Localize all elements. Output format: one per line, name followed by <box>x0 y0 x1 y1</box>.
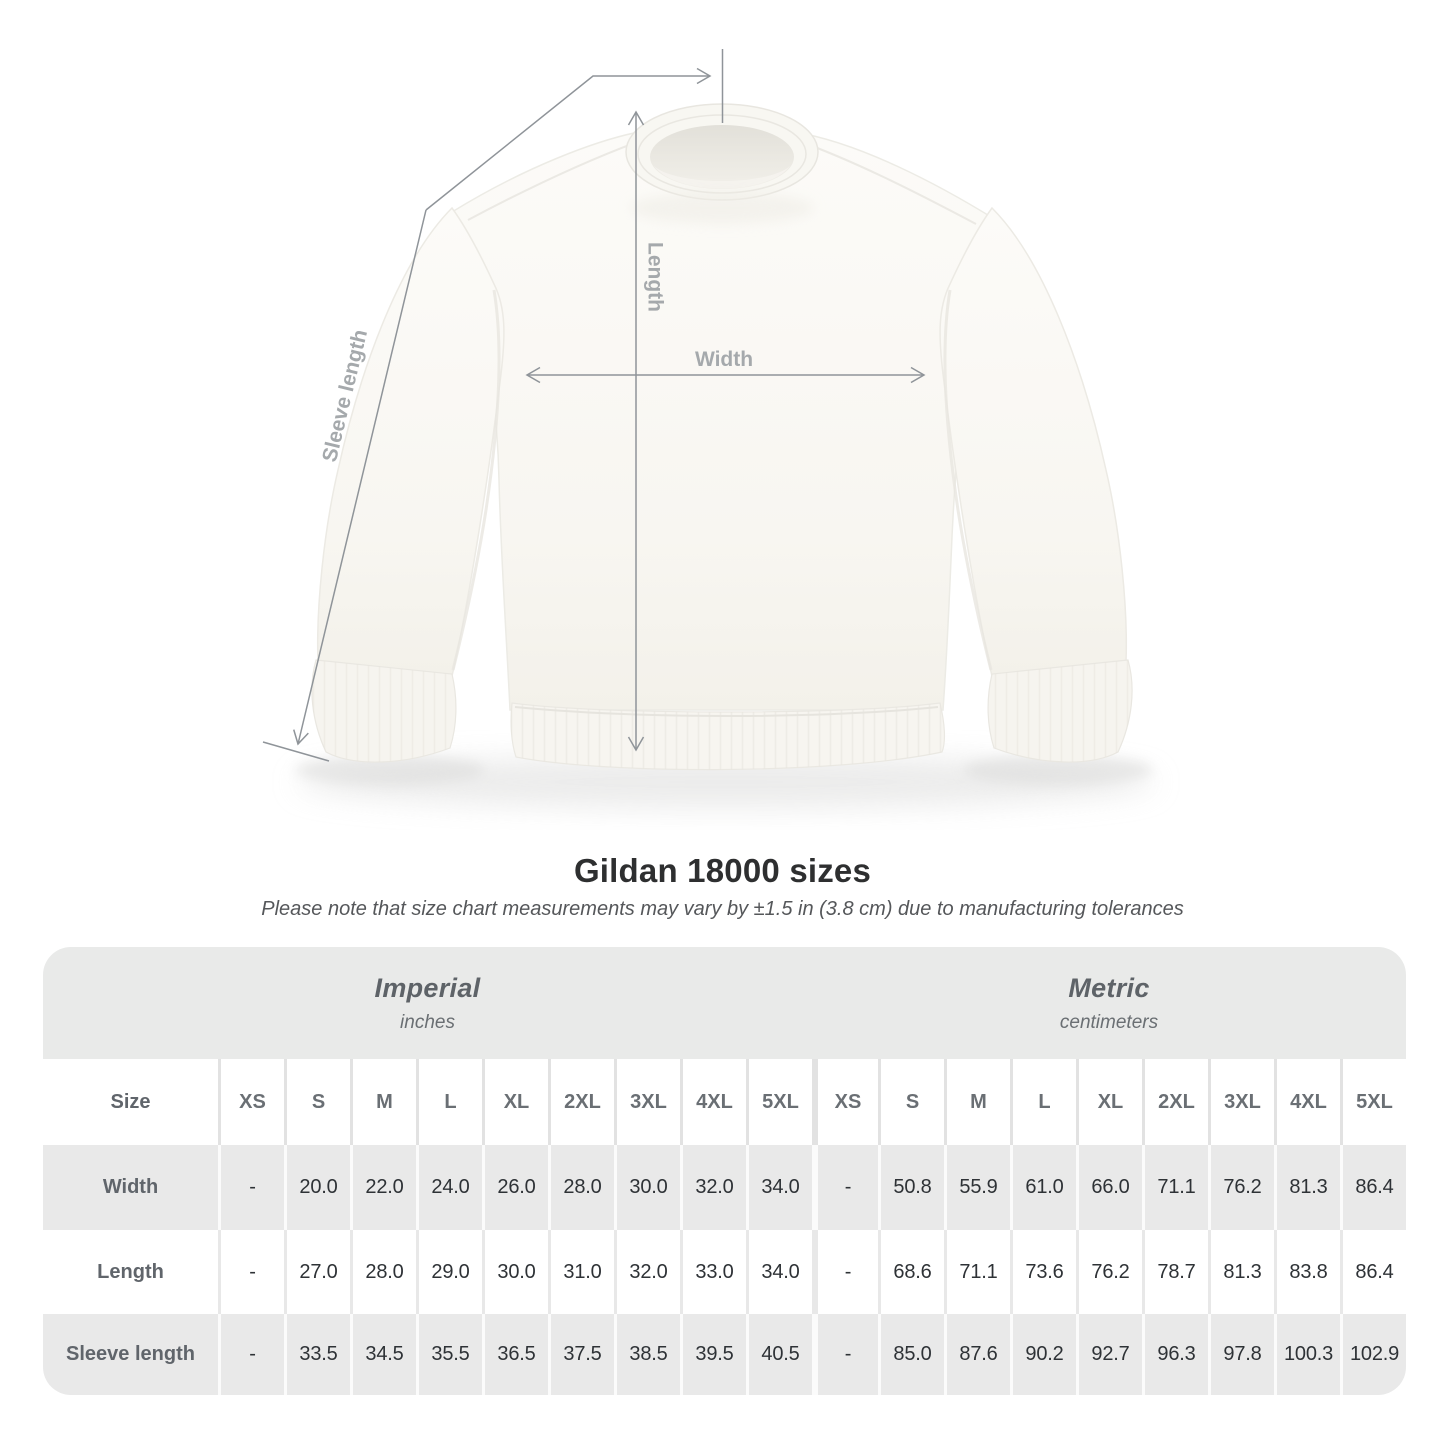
size-table: Imperial inches Metric centimeters Size XS S M L… <box>43 947 1406 1395</box>
size-value: 92.7 <box>1076 1314 1142 1395</box>
size-value: 34.0 <box>746 1230 812 1314</box>
size-value: 90.2 <box>1010 1314 1076 1395</box>
size-value: 33.5 <box>284 1314 350 1395</box>
sweatshirt-graphic <box>295 103 1156 808</box>
size-value: - <box>218 1145 284 1230</box>
size-value: 61.0 <box>1010 1145 1076 1230</box>
size-value: 31.0 <box>548 1230 614 1314</box>
size-header: XS <box>812 1059 878 1145</box>
size-value: 32.0 <box>614 1230 680 1314</box>
section-unit: inches <box>400 1011 455 1033</box>
size-value: 34.0 <box>746 1145 812 1230</box>
length-label: Length <box>643 242 666 312</box>
ground-shadow <box>296 756 1156 808</box>
size-value: 71.1 <box>944 1230 1010 1314</box>
size-value: 36.5 <box>482 1314 548 1395</box>
metric-section-header: Metric centimeters <box>812 947 1406 1059</box>
size-value: 32.0 <box>680 1145 746 1230</box>
size-value: 55.9 <box>944 1145 1010 1230</box>
tolerance-note: Please note that size chart measurements… <box>261 898 1184 920</box>
size-value: 28.0 <box>350 1230 416 1314</box>
size-header: 2XL <box>1142 1059 1208 1145</box>
size-value: 86.4 <box>1340 1230 1406 1314</box>
row-label: Width <box>43 1145 218 1230</box>
sleeve-end-tick <box>262 741 330 762</box>
imperial-section-header: Imperial inches <box>43 947 812 1059</box>
row-label: Sleeve length <box>43 1314 218 1395</box>
size-value: 38.5 <box>614 1314 680 1395</box>
sweatshirt-right-sleeve <box>939 206 1128 677</box>
size-header: 5XL <box>746 1059 812 1145</box>
size-value: 35.5 <box>416 1314 482 1395</box>
page-title: Gildan 18000 sizes <box>573 852 872 889</box>
size-value: 81.3 <box>1208 1230 1274 1314</box>
size-value: 39.5 <box>680 1314 746 1395</box>
size-value: 86.4 <box>1340 1145 1406 1230</box>
size-value: 34.5 <box>350 1314 416 1395</box>
size-value: - <box>812 1145 878 1230</box>
size-value: 66.0 <box>1076 1145 1142 1230</box>
size-value: 68.6 <box>878 1230 944 1314</box>
size-header: 3XL <box>1208 1059 1274 1145</box>
size-value: 85.0 <box>878 1314 944 1395</box>
size-column-header: Size <box>43 1059 218 1145</box>
collar-opening <box>650 125 794 189</box>
size-value: 29.0 <box>416 1230 482 1314</box>
size-header: M <box>350 1059 416 1145</box>
size-header: 5XL <box>1340 1059 1406 1145</box>
size-value: 33.0 <box>680 1230 746 1314</box>
size-value: 76.2 <box>1076 1230 1142 1314</box>
size-header: S <box>284 1059 350 1145</box>
size-value: - <box>812 1314 878 1395</box>
size-value: 27.0 <box>284 1230 350 1314</box>
size-header: 2XL <box>548 1059 614 1145</box>
sleeve-measure-line <box>293 209 427 746</box>
size-header: L <box>416 1059 482 1145</box>
size-value: 96.3 <box>1142 1314 1208 1395</box>
size-value: 102.9 <box>1340 1314 1406 1395</box>
measurement-annotations <box>262 49 926 762</box>
size-value: - <box>812 1230 878 1314</box>
size-value: 37.5 <box>548 1314 614 1395</box>
size-value: 20.0 <box>284 1145 350 1230</box>
size-value: 30.0 <box>482 1230 548 1314</box>
shoulder-reference-line <box>425 67 712 211</box>
size-header: XL <box>482 1059 548 1145</box>
size-value: 76.2 <box>1208 1145 1274 1230</box>
size-value: - <box>218 1230 284 1314</box>
size-value: 30.0 <box>614 1145 680 1230</box>
size-value: 78.7 <box>1142 1230 1208 1314</box>
size-value: 73.6 <box>1010 1230 1076 1314</box>
size-value: 97.8 <box>1208 1314 1274 1395</box>
size-value: 26.0 <box>482 1145 548 1230</box>
size-header: S <box>878 1059 944 1145</box>
size-value: 100.3 <box>1274 1314 1340 1395</box>
size-value: 87.6 <box>944 1314 1010 1395</box>
size-value: 50.8 <box>878 1145 944 1230</box>
size-value: 22.0 <box>350 1145 416 1230</box>
row-label: Length <box>43 1230 218 1314</box>
size-value: 81.3 <box>1274 1145 1340 1230</box>
size-header: 4XL <box>680 1059 746 1145</box>
size-header: L <box>1010 1059 1076 1145</box>
size-header: M <box>944 1059 1010 1145</box>
size-value: - <box>218 1314 284 1395</box>
section-unit: centimeters <box>1059 1011 1159 1033</box>
width-label: Width <box>695 348 753 371</box>
size-value: 40.5 <box>746 1314 812 1395</box>
sweatshirt-measurement-diagram: Length Width Sleeve length <box>262 49 1156 808</box>
size-value: 24.0 <box>416 1145 482 1230</box>
size-header: 3XL <box>614 1059 680 1145</box>
size-header: 4XL <box>1274 1059 1340 1145</box>
section-title: Imperial <box>374 972 481 1003</box>
size-value: 83.8 <box>1274 1230 1340 1314</box>
size-value: 28.0 <box>548 1145 614 1230</box>
size-header: XS <box>218 1059 284 1145</box>
size-header: XL <box>1076 1059 1142 1145</box>
section-title: Metric <box>1068 972 1150 1003</box>
size-value: 71.1 <box>1142 1145 1208 1230</box>
